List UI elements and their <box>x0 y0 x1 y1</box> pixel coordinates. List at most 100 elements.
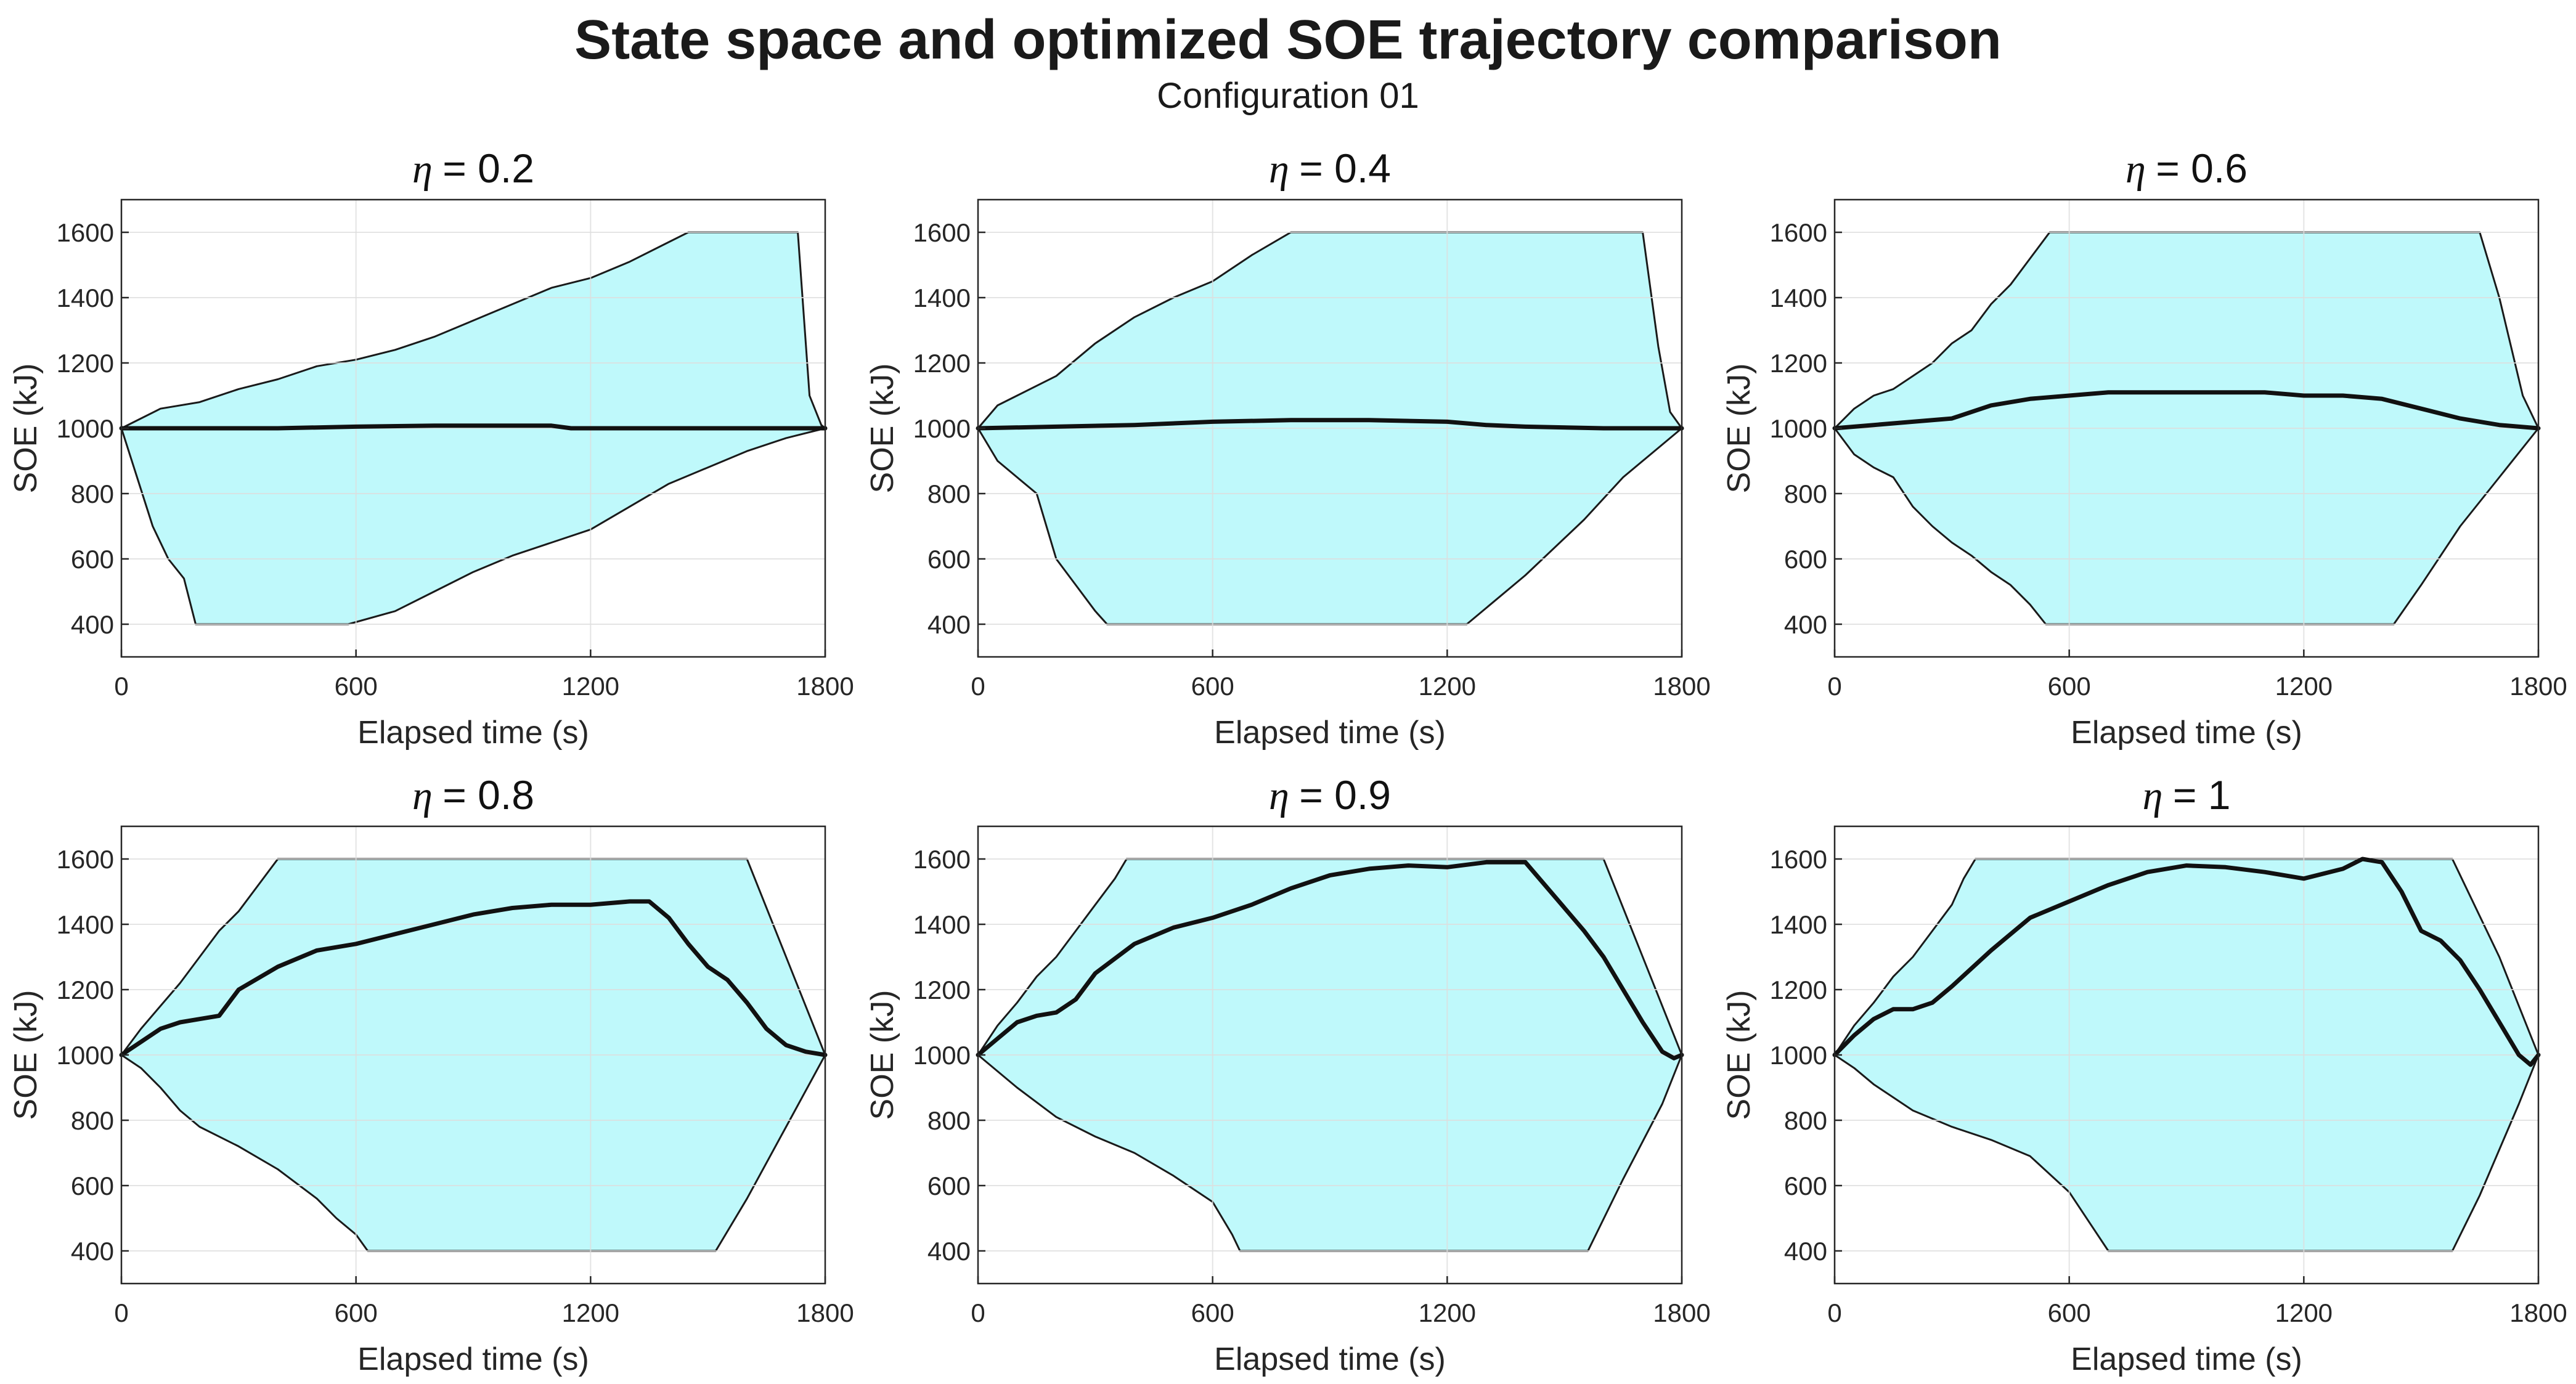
y-tick-label: 1600 <box>913 218 971 247</box>
x-tick-label: 600 <box>335 1298 378 1327</box>
y-tick-label: 1400 <box>57 283 114 312</box>
subplot-3: 0 600 1200 1800 400 600 800 1000 1200 1400 1600 Ela… <box>1721 145 2567 751</box>
y-tick-label: 1600 <box>1770 218 1827 247</box>
y-tick-label: 600 <box>71 1171 114 1200</box>
subplot-6: 0 600 1200 1800 400 600 800 1000 1200 1400 1600 Ela… <box>1721 772 2567 1377</box>
subplot-title: η = 0.2 <box>412 145 534 192</box>
x-tick-label: 600 <box>1191 672 1234 701</box>
eta-symbol: η <box>412 773 442 818</box>
x-tick-label: 1200 <box>562 672 619 701</box>
subplot-4: 0 600 1200 1800 400 600 800 1000 1200 1400 1600 Ela… <box>8 772 854 1377</box>
subplot-title: η = 1 <box>2143 772 2231 818</box>
y-axis-label: SOE (kJ) <box>8 990 44 1120</box>
y-tick-label: 1000 <box>57 1041 114 1070</box>
y-tick-label: 1600 <box>57 218 114 247</box>
x-tick-label: 0 <box>971 1298 985 1327</box>
x-axis-label: Elapsed time (s) <box>357 1341 589 1377</box>
eta-value: = 0.2 <box>442 145 534 191</box>
x-axis-label: Elapsed time (s) <box>2071 715 2302 751</box>
soe-trajectory-line <box>976 860 1684 1060</box>
subplot-5: 0 600 1200 1800 400 600 800 1000 1200 1400 1600 Ela… <box>865 772 1711 1377</box>
eta-symbol: η <box>1269 147 1299 192</box>
y-tick-label: 400 <box>1784 610 1827 639</box>
y-axis-label: SOE (kJ) <box>865 990 900 1120</box>
y-tick-label: 800 <box>927 479 971 508</box>
x-tick-label: 600 <box>335 672 378 701</box>
y-tick-label: 600 <box>927 1171 971 1200</box>
x-axis-label: Elapsed time (s) <box>2071 1341 2302 1377</box>
y-tick-label: 400 <box>71 1237 114 1266</box>
y-tick-label: 1200 <box>1770 349 1827 378</box>
x-axis-label: Elapsed time (s) <box>1214 715 1446 751</box>
x-tick-label: 0 <box>1827 1298 1841 1327</box>
y-tick-label: 800 <box>1784 479 1827 508</box>
figure-title: State space and optimized SOE trajectory… <box>574 9 2002 71</box>
y-tick-label: 800 <box>1784 1106 1827 1135</box>
eta-symbol: η <box>2126 147 2156 192</box>
y-tick-label: 1600 <box>57 845 114 874</box>
y-tick-label: 400 <box>927 610 971 639</box>
y-tick-label: 1200 <box>913 349 971 378</box>
y-tick-label: 1200 <box>1770 975 1827 1004</box>
eta-symbol: η <box>1269 773 1299 818</box>
soe-trajectory-line <box>119 423 828 431</box>
x-tick-label: 1200 <box>562 1298 619 1327</box>
x-tick-label: 1200 <box>1419 1298 1476 1327</box>
y-tick-label: 1400 <box>1770 283 1827 312</box>
subplot-title: η = 0.4 <box>1269 145 1391 192</box>
subplot-title: η = 0.9 <box>1269 772 1391 818</box>
x-tick-label: 600 <box>2048 672 2091 701</box>
y-tick-label: 1200 <box>57 349 114 378</box>
x-tick-label: 0 <box>114 672 128 701</box>
x-axis-label: Elapsed time (s) <box>1214 1341 1446 1377</box>
subplot-2: 0 600 1200 1800 400 600 800 1000 1200 1400 1600 Ela… <box>865 145 1711 751</box>
y-tick-label: 400 <box>927 1237 971 1266</box>
x-tick-label: 0 <box>971 672 985 701</box>
soe-trajectory-line <box>119 899 828 1057</box>
y-tick-label: 1400 <box>57 910 114 939</box>
y-tick-label: 800 <box>927 1106 971 1135</box>
y-tick-label: 1000 <box>57 414 114 443</box>
x-tick-label: 1800 <box>1653 1298 1710 1327</box>
y-tick-label: 800 <box>71 479 114 508</box>
y-axis-label: SOE (kJ) <box>1721 364 1757 494</box>
subplot-title: η = 0.8 <box>412 772 534 818</box>
y-axis-label: SOE (kJ) <box>8 364 44 494</box>
x-tick-label: 1800 <box>796 672 854 701</box>
y-tick-label: 1000 <box>913 1041 971 1070</box>
subplot-1: 0 600 1200 1800 400 600 800 1000 1200 1400 1600 Ela… <box>8 145 854 751</box>
y-tick-label: 400 <box>71 610 114 639</box>
y-tick-label: 800 <box>71 1106 114 1135</box>
eta-value: = 0.4 <box>1299 145 1391 191</box>
y-tick-label: 1200 <box>913 975 971 1004</box>
y-tick-label: 1400 <box>913 283 971 312</box>
x-tick-label: 1800 <box>1653 672 1710 701</box>
x-axis-label: Elapsed time (s) <box>357 715 589 751</box>
y-tick-label: 1400 <box>913 910 971 939</box>
soe-trajectory-line <box>1832 390 2541 431</box>
y-tick-label: 600 <box>71 545 114 574</box>
soe-trajectory-line <box>976 418 1684 431</box>
y-tick-label: 400 <box>1784 1237 1827 1266</box>
x-tick-label: 600 <box>1191 1298 1234 1327</box>
eta-symbol: η <box>2143 773 2173 818</box>
x-tick-label: 1800 <box>2509 1298 2567 1327</box>
y-tick-label: 1400 <box>1770 910 1827 939</box>
y-tick-label: 1600 <box>1770 845 1827 874</box>
x-tick-label: 1200 <box>2275 1298 2333 1327</box>
y-tick-label: 1600 <box>913 845 971 874</box>
figure-subtitle: Configuration 01 <box>1157 76 1419 116</box>
x-tick-label: 600 <box>2048 1298 2091 1327</box>
subplot-title: η = 0.6 <box>2126 145 2248 192</box>
x-tick-label: 1800 <box>796 1298 854 1327</box>
y-tick-label: 1200 <box>57 975 114 1004</box>
y-axis-label: SOE (kJ) <box>865 364 900 494</box>
eta-value: = 0.8 <box>442 772 534 818</box>
y-tick-label: 600 <box>1784 1171 1827 1200</box>
y-tick-label: 1000 <box>913 414 971 443</box>
y-tick-label: 1000 <box>1770 1041 1827 1070</box>
eta-symbol: η <box>412 147 442 192</box>
y-tick-label: 1000 <box>1770 414 1827 443</box>
eta-value: = 0.6 <box>2156 145 2248 191</box>
